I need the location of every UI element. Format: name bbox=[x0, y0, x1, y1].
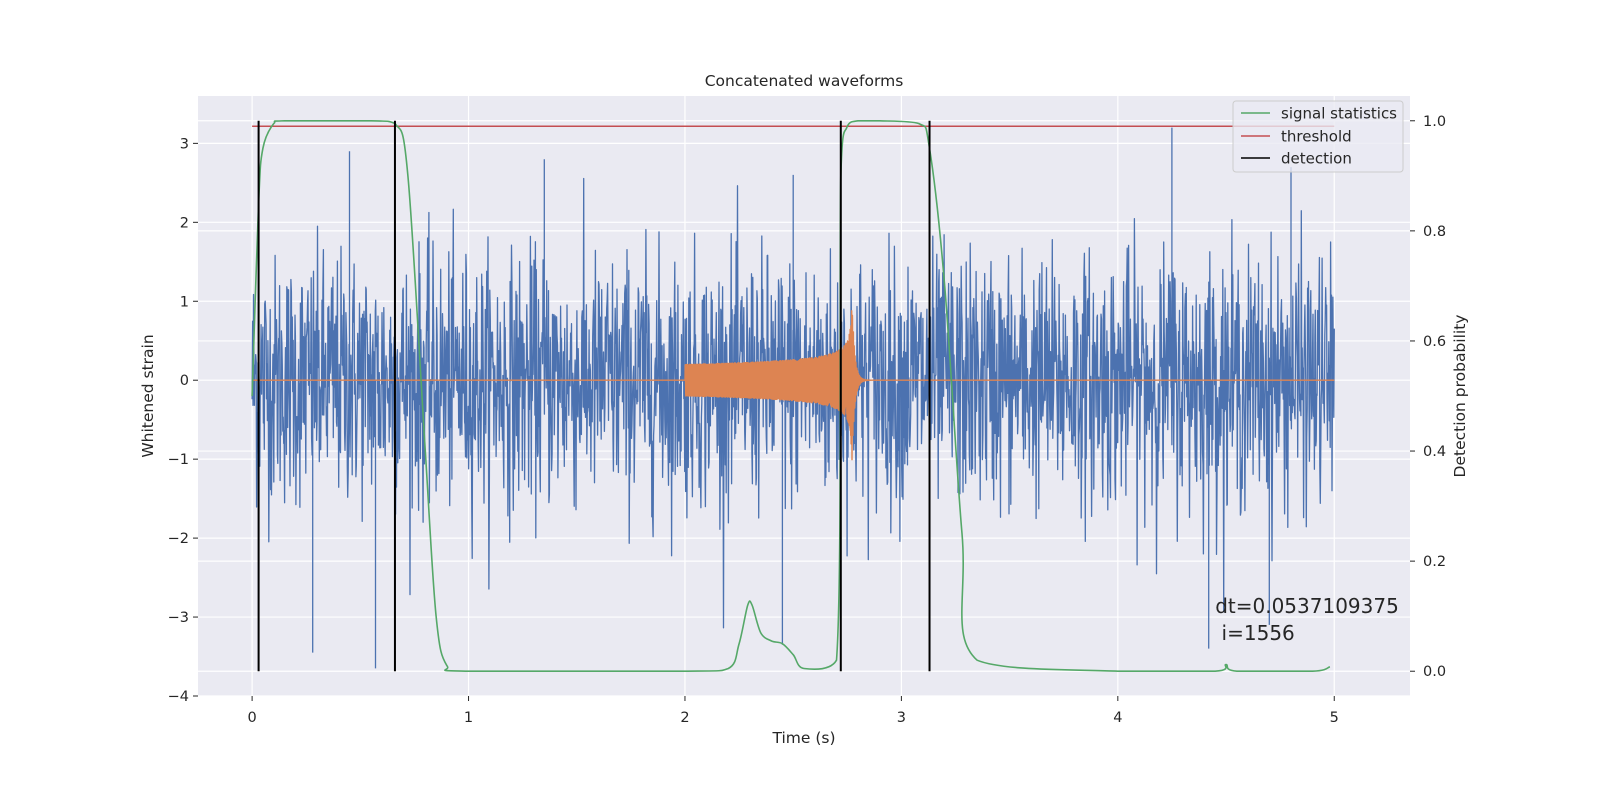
series-template-line bbox=[252, 310, 1335, 461]
x-axis-ticks: 0 1 2 3 4 5 bbox=[247, 696, 1339, 726]
y2-tick-label-4: 0.8 bbox=[1423, 224, 1446, 240]
y-axis-ticks: −4 −3 −2 −1 0 1 2 3 bbox=[168, 136, 198, 705]
y-tick-label-3: −1 bbox=[168, 452, 189, 468]
y-tick-label-0: −4 bbox=[168, 689, 189, 705]
y2-tick-label-2: 0.4 bbox=[1423, 444, 1446, 460]
y-tick-label-5: 1 bbox=[180, 294, 189, 310]
grid-lines bbox=[198, 96, 1410, 697]
x-tick-label-1: 1 bbox=[464, 710, 473, 726]
x-tick-label-5: 5 bbox=[1330, 710, 1339, 726]
y2-axis-label: Detection probability bbox=[1451, 315, 1469, 478]
chart-title: Concatenated waveforms bbox=[705, 72, 904, 90]
y-tick-label-6: 2 bbox=[180, 215, 189, 231]
annotation-dt: dt=0.0537109375 bbox=[1215, 594, 1399, 618]
x-tick-label-2: 2 bbox=[680, 710, 689, 726]
legend-frame bbox=[1232, 100, 1404, 173]
legend-label-detection: detection bbox=[1281, 150, 1352, 168]
x-tick-label-0: 0 bbox=[247, 710, 256, 726]
y2-tick-label-5: 1.0 bbox=[1423, 114, 1446, 130]
y2-tick-label-1: 0.2 bbox=[1423, 554, 1446, 570]
y-tick-label-7: 3 bbox=[180, 136, 189, 152]
y2-tick-label-0: 0.0 bbox=[1423, 664, 1446, 680]
x-axis-label: Time (s) bbox=[771, 729, 835, 747]
y2-axis-ticks: 0.0 0.2 0.4 0.6 0.8 1.0 bbox=[1410, 114, 1446, 680]
y-tick-label-4: 0 bbox=[180, 373, 189, 389]
y2-tick-label-3: 0.6 bbox=[1423, 334, 1446, 350]
x-tick-label-3: 3 bbox=[897, 710, 906, 726]
y-axis-label: Whitened strain bbox=[139, 334, 157, 457]
x-tick-label-4: 4 bbox=[1113, 710, 1122, 726]
legend: signal statistics threshold detection bbox=[1232, 100, 1404, 173]
y-tick-label-2: −2 bbox=[168, 531, 189, 547]
legend-label-signal-statistics: signal statistics bbox=[1281, 105, 1397, 123]
y-tick-label-1: −3 bbox=[168, 610, 189, 626]
annotation-index: i=1556 bbox=[1215, 621, 1295, 645]
legend-label-threshold: threshold bbox=[1281, 128, 1352, 146]
annotation: dt=0.0537109375 i=1556 bbox=[1215, 594, 1399, 645]
series-signal-statistics-line bbox=[251, 119, 1331, 673]
series-layer bbox=[251, 119, 1335, 673]
